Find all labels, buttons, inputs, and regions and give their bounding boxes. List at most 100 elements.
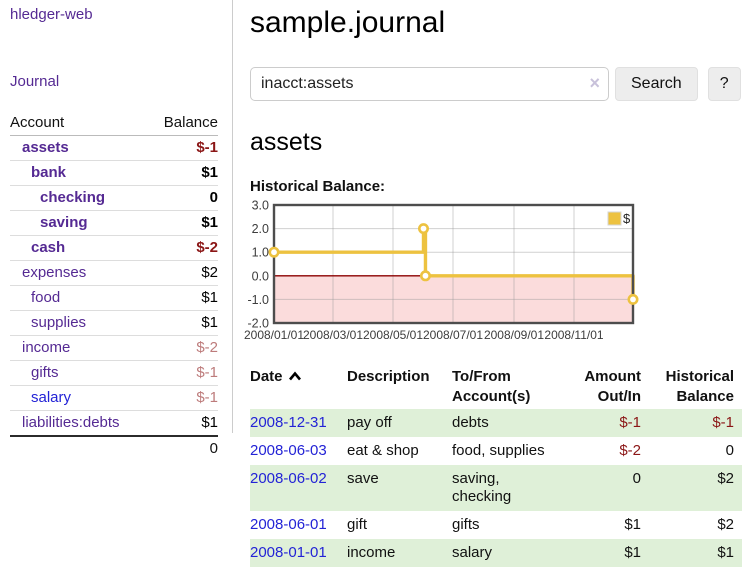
register-row: 2008-12-31 pay off debts $-1 $-1	[250, 409, 742, 437]
svg-text:2008/09/01: 2008/09/01	[484, 328, 544, 342]
sort-ascending-icon	[288, 371, 301, 381]
accounts-column-header: To/From Account(s)	[452, 368, 531, 405]
transaction-description: pay off	[347, 414, 392, 431]
svg-text:2008/11/01: 2008/11/01	[544, 328, 603, 342]
transaction-description: save	[347, 470, 379, 487]
journal-link[interactable]: Journal	[10, 73, 60, 90]
accounts-table-body: assets $-1 bank $1 checking 0 saving $1 cash $-2 e…	[10, 136, 218, 437]
balance-column-header: Balance	[163, 114, 218, 131]
account-row: food $1	[10, 286, 218, 311]
date-column-header[interactable]: Date	[250, 365, 347, 409]
account-balance: $1	[201, 289, 218, 306]
transaction-date-link[interactable]: 2008-01-01	[250, 544, 327, 561]
transaction-amount: $1	[624, 544, 641, 561]
help-button[interactable]: ?	[707, 67, 741, 101]
svg-text:3.0: 3.0	[252, 199, 269, 213]
accounts-table: Account Balance assets $-1 bank $1 checking 0…	[10, 112, 218, 461]
main-content: sample.journal × Search ? assets Histori…	[244, 0, 742, 567]
search-input[interactable]	[250, 67, 609, 101]
svg-text:-1.0: -1.0	[247, 293, 269, 307]
description-column-header: Description	[347, 368, 430, 385]
svg-text:-2.0: -2.0	[247, 317, 269, 331]
account-link[interactable]: gifts	[31, 364, 59, 381]
transaction-balance: $-1	[712, 414, 734, 431]
register-row: 2008-06-03 eat & shop food, supplies $-2 0	[250, 437, 742, 465]
account-row: supplies $1	[10, 311, 218, 336]
historical-balance-chart: $3.0 2.0 1.0 0.0 -1.0 -2.02008/01/012008/03/0…	[244, 199, 639, 342]
data-point-marker	[627, 293, 639, 305]
transaction-description: eat & shop	[347, 442, 419, 459]
account-balance: $-1	[196, 139, 218, 156]
account-row: salary $-1	[10, 386, 218, 411]
register-table: Date Description To/From Account(s) Amou…	[250, 365, 742, 567]
account-balance: $1	[201, 414, 218, 431]
account-link[interactable]: saving	[40, 214, 88, 231]
account-link[interactable]: liabilities:debts	[22, 414, 120, 431]
transaction-date-link[interactable]: 2008-06-03	[250, 442, 327, 459]
transaction-amount: $1	[624, 516, 641, 533]
account-balance: $1	[201, 314, 218, 331]
account-link[interactable]: checking	[40, 189, 106, 206]
svg-text:2008/03/01: 2008/03/01	[303, 328, 363, 342]
account-row: saving $1	[10, 211, 218, 236]
account-link[interactable]: bank	[31, 164, 67, 181]
account-link[interactable]: assets	[22, 139, 69, 156]
account-row: cash $-2	[10, 236, 218, 261]
clear-search-icon[interactable]: ×	[589, 73, 600, 93]
transaction-accounts: gifts	[452, 516, 480, 533]
app-title[interactable]: hledger-web	[10, 6, 93, 23]
search-button[interactable]: Search	[615, 67, 698, 101]
transaction-date-link[interactable]: 2008-06-02	[250, 470, 327, 487]
svg-text:2008/07/01: 2008/07/01	[423, 328, 483, 342]
transaction-accounts: debts	[452, 414, 489, 431]
account-row: bank $1	[10, 161, 218, 186]
svg-text:0.0: 0.0	[252, 269, 269, 283]
transaction-amount: 0	[632, 470, 641, 487]
transaction-description: gift	[347, 516, 368, 533]
transaction-accounts: saving, checking	[452, 470, 512, 505]
account-balance: $1	[201, 164, 218, 181]
transaction-amount: $-2	[619, 442, 641, 459]
data-point-marker	[419, 270, 431, 282]
data-point-marker	[418, 223, 430, 235]
amount-column-header: Amount Out/In	[584, 368, 641, 405]
transaction-balance: $2	[717, 516, 734, 533]
search-field-wrap: ×	[250, 67, 609, 101]
account-link[interactable]: cash	[31, 239, 66, 256]
transaction-date-link[interactable]: 2008-12-31	[250, 414, 327, 431]
transaction-balance: 0	[725, 442, 734, 459]
data-point-marker	[268, 246, 280, 258]
accounts-total-spacer	[10, 436, 149, 461]
svg-text:2008/05/01: 2008/05/01	[363, 328, 423, 342]
account-balance: 0	[209, 189, 218, 206]
legend-swatch	[607, 211, 622, 226]
transaction-date-link[interactable]: 2008-06-01	[250, 516, 327, 533]
register-table-body: 2008-12-31 pay off debts $-1 $-1 2008-06-03 ea…	[250, 409, 742, 567]
nav-journal: Journal	[10, 73, 232, 90]
account-row: checking 0	[10, 186, 218, 211]
plot-border	[272, 203, 635, 325]
account-row: expenses $2	[10, 261, 218, 286]
transaction-amount: $-1	[619, 414, 641, 431]
svg-text:2.0: 2.0	[252, 222, 269, 236]
svg-text:2008/01/01: 2008/01/01	[244, 328, 304, 342]
account-balance: $-1	[196, 364, 218, 381]
search-form: × Search ?	[250, 67, 742, 101]
account-row: gifts $-1	[10, 361, 218, 386]
register-row: 2008-06-02 save saving, checking 0 $2	[250, 465, 742, 511]
account-balance: $-2	[196, 239, 218, 256]
account-link[interactable]: expenses	[22, 264, 87, 281]
accounts-total-row: 0	[10, 436, 218, 461]
balance-column-header-register: Historical Balance	[665, 368, 734, 405]
transaction-description: income	[347, 544, 396, 561]
accounts-total-value: 0	[209, 440, 218, 457]
account-link[interactable]: food	[31, 289, 61, 306]
account-row: income $-2	[10, 336, 218, 361]
chart-label: Historical Balance:	[250, 178, 386, 195]
account-link[interactable]: salary	[31, 389, 72, 406]
svg-text:1.0: 1.0	[252, 246, 269, 260]
account-link[interactable]: supplies	[31, 314, 87, 331]
transaction-accounts: food, supplies	[452, 442, 545, 459]
account-link[interactable]: income	[22, 339, 71, 356]
account-balance: $1	[201, 214, 218, 231]
